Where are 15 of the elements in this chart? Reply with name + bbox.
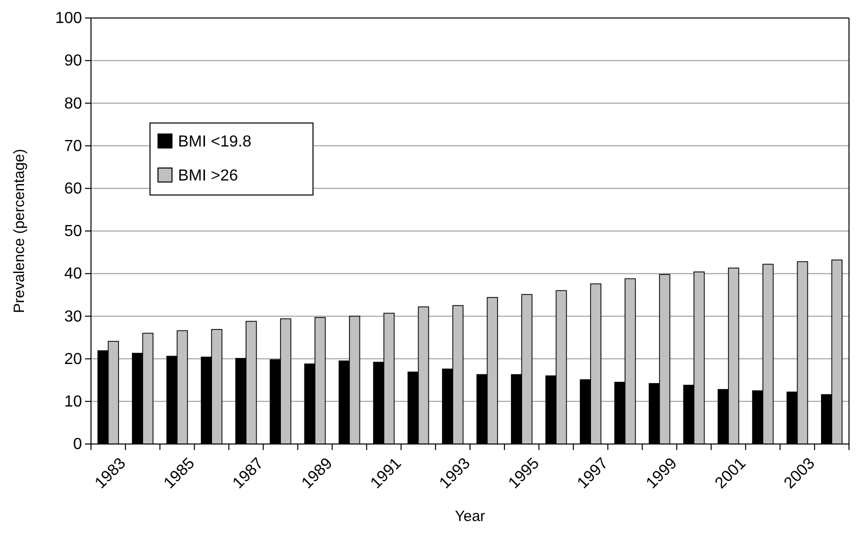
y-axis-title: Prevalence (percentage)	[11, 148, 28, 314]
y-tick-label: 40	[64, 266, 82, 283]
y-tick-label: 80	[64, 95, 82, 112]
x-axis-title: Year	[454, 508, 486, 525]
y-tick-label: 90	[64, 52, 82, 70]
y-tick-label: 20	[64, 350, 82, 368]
y-tick-label: 50	[64, 223, 82, 240]
y-tick-label: 10	[64, 394, 82, 411]
y-tick-label: 30	[64, 308, 82, 326]
y-tick-label: 100	[55, 10, 82, 28]
legend-label: BMI >26	[178, 168, 238, 185]
y-tick-label: 60	[64, 180, 82, 198]
y-tick-label: 0	[73, 436, 82, 454]
y-tick-label: 70	[64, 138, 82, 155]
legend-label: BMI <19.8	[178, 134, 252, 151]
